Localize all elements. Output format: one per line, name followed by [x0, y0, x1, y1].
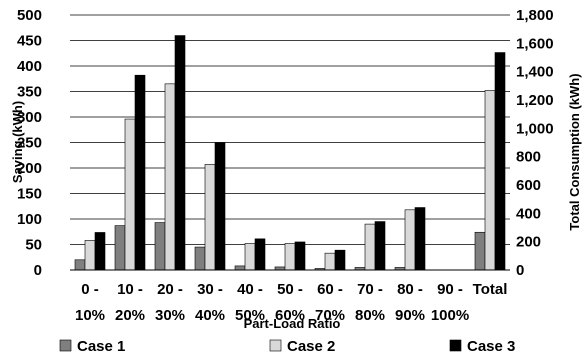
right-tick-label: 1,400 — [516, 64, 554, 81]
bar-case-3 — [334, 249, 346, 271]
category-label: 40% — [195, 307, 225, 324]
left-tick-label: 0 — [34, 262, 42, 279]
right-tick-label: 800 — [516, 149, 541, 166]
category-label: 70% — [315, 307, 345, 324]
bar-case-3 — [174, 35, 186, 271]
legend-swatch — [59, 339, 72, 352]
category-label: 90% — [395, 307, 425, 324]
bar-case-1 — [474, 231, 486, 271]
bar-case-2 — [244, 243, 256, 271]
bar-case-2 — [364, 223, 376, 271]
legend-swatch — [269, 339, 282, 352]
bar-case-3 — [494, 52, 506, 271]
right-tick-label: 400 — [516, 205, 541, 222]
category-label: 100% — [431, 307, 469, 324]
bar-case-3 — [214, 142, 226, 271]
bar-case-2 — [124, 118, 136, 271]
right-tick-label: 1,000 — [516, 120, 554, 137]
left-axis-ticks: 0 50 100 150 200 250 300 350 400 450 500 — [17, 7, 42, 279]
bar-case-2 — [204, 164, 216, 271]
left-tick-label: 150 — [17, 186, 42, 203]
legend-swatch — [449, 339, 462, 352]
bar-case-2 — [484, 90, 496, 271]
category-label: 20 - — [157, 281, 183, 298]
category-label: 10 - — [117, 281, 143, 298]
left-tick-label: 500 — [17, 7, 42, 24]
left-tick-label: 450 — [17, 33, 42, 50]
bar-case-2 — [284, 243, 296, 271]
category-label: 50% — [235, 307, 265, 324]
bar-case-1 — [114, 225, 126, 271]
category-label: 80% — [355, 307, 385, 324]
legend-label: Case 1 — [77, 338, 125, 355]
category-label: 10% — [75, 307, 105, 324]
right-tick-label: 600 — [516, 177, 541, 194]
category-label: 20% — [115, 307, 145, 324]
bar-case-3 — [374, 221, 386, 271]
left-tick-label: 250 — [17, 135, 42, 152]
x-axis-title: Part-Load Ratio — [244, 316, 341, 331]
bar-case-1 — [234, 265, 246, 271]
category-label: 80 - — [397, 281, 423, 298]
y2-axis-title: Total Consumption (kWh) — [567, 73, 582, 230]
left-tick-label: 300 — [17, 109, 42, 126]
right-axis-ticks: 0 200 400 600 800 1,000 1,200 1,400 1,600 1,800 — [516, 7, 554, 279]
left-tick-label: 50 — [25, 237, 42, 254]
bar-case-3 — [134, 74, 146, 271]
bars — [74, 35, 506, 271]
category-label: 0 - — [81, 281, 99, 298]
category-label: Total — [473, 281, 508, 298]
right-tick-label: 1,800 — [516, 7, 554, 24]
right-tick-label: 0 — [516, 262, 524, 279]
bar-case-2 — [404, 209, 416, 271]
bar-case-1 — [194, 246, 206, 271]
right-tick-label: 1,600 — [516, 35, 554, 52]
bar-case-3 — [254, 238, 266, 271]
bar-case-3 — [294, 241, 306, 271]
left-tick-label: 400 — [17, 58, 42, 75]
bar-case-3 — [94, 232, 106, 271]
y-axis-title: Saving (kWh) — [10, 101, 25, 183]
category-labels: 0 - 10% 10 - 20% 20 - 30% 30 - 40% 40 - 50% 50 - 60… — [75, 281, 507, 324]
bar-case-1 — [74, 259, 86, 271]
category-label: 90 - — [437, 281, 463, 298]
legend-label: Case 3 — [467, 338, 515, 355]
category-label: 30% — [155, 307, 185, 324]
bar-case-2 — [84, 240, 96, 271]
category-label: 40 - — [237, 281, 263, 298]
bar-case-3 — [414, 207, 426, 271]
legend: Case 1 Case 2 Case 3 — [59, 338, 515, 355]
category-label: 50 - — [277, 281, 303, 298]
right-tick-label: 200 — [516, 234, 541, 251]
left-tick-label: 200 — [17, 160, 42, 177]
legend-label: Case 2 — [287, 338, 335, 355]
category-label: 70 - — [357, 281, 383, 298]
right-tick-label: 1,200 — [516, 92, 554, 109]
bar-case-1 — [154, 222, 166, 271]
bar-case-2 — [324, 252, 336, 271]
category-label: 60 - — [317, 281, 343, 298]
left-tick-label: 100 — [17, 211, 42, 228]
category-label: 60% — [275, 307, 305, 324]
bar-case-2 — [164, 83, 176, 271]
category-label: 30 - — [197, 281, 223, 298]
left-tick-label: 350 — [17, 84, 42, 101]
